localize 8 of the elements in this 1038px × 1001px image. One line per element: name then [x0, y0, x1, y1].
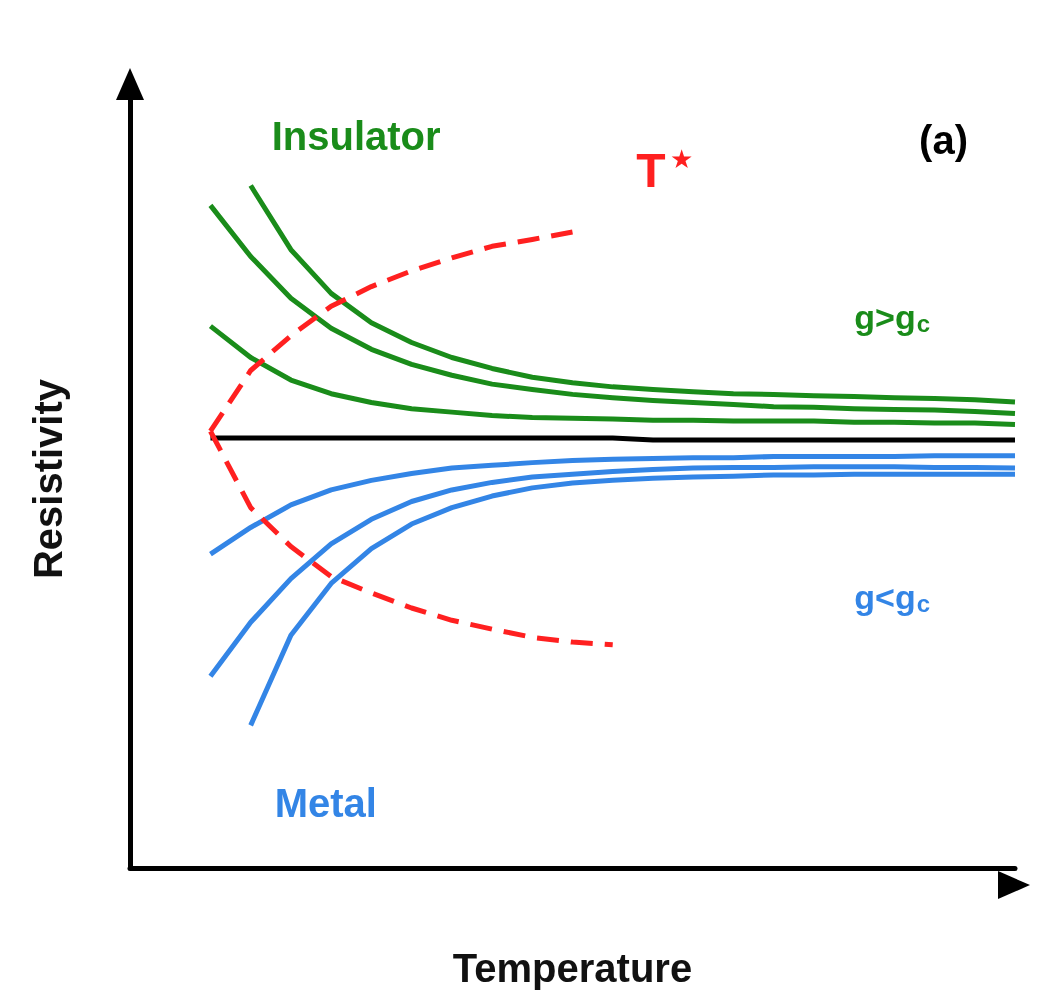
annotation: g>gc	[854, 298, 931, 337]
series-label: T★	[636, 143, 693, 198]
y-axis-title: Resistivity	[26, 378, 70, 580]
annotation: g<gc	[854, 578, 931, 617]
text: (a)	[919, 118, 968, 162]
x-axis-title: Temperature	[452, 946, 693, 990]
series-label: Metal	[274, 781, 377, 826]
series-label: Insulator	[271, 113, 441, 158]
